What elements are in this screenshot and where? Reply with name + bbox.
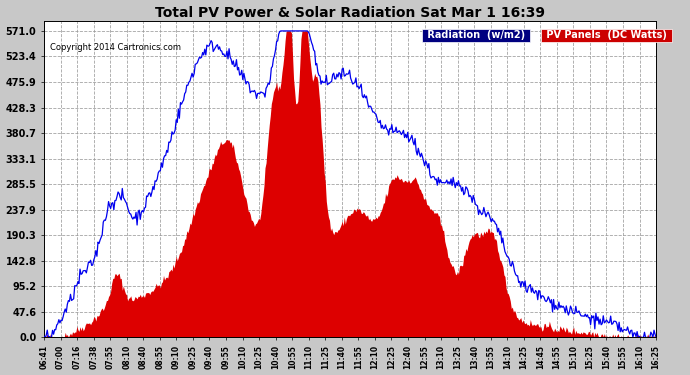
Text: PV Panels  (DC Watts): PV Panels (DC Watts) bbox=[543, 30, 670, 40]
Title: Total PV Power & Solar Radiation Sat Mar 1 16:39: Total PV Power & Solar Radiation Sat Mar… bbox=[155, 6, 545, 20]
Text: Copyright 2014 Cartronics.com: Copyright 2014 Cartronics.com bbox=[50, 43, 181, 52]
Text: Radiation  (w/m2): Radiation (w/m2) bbox=[424, 30, 528, 40]
